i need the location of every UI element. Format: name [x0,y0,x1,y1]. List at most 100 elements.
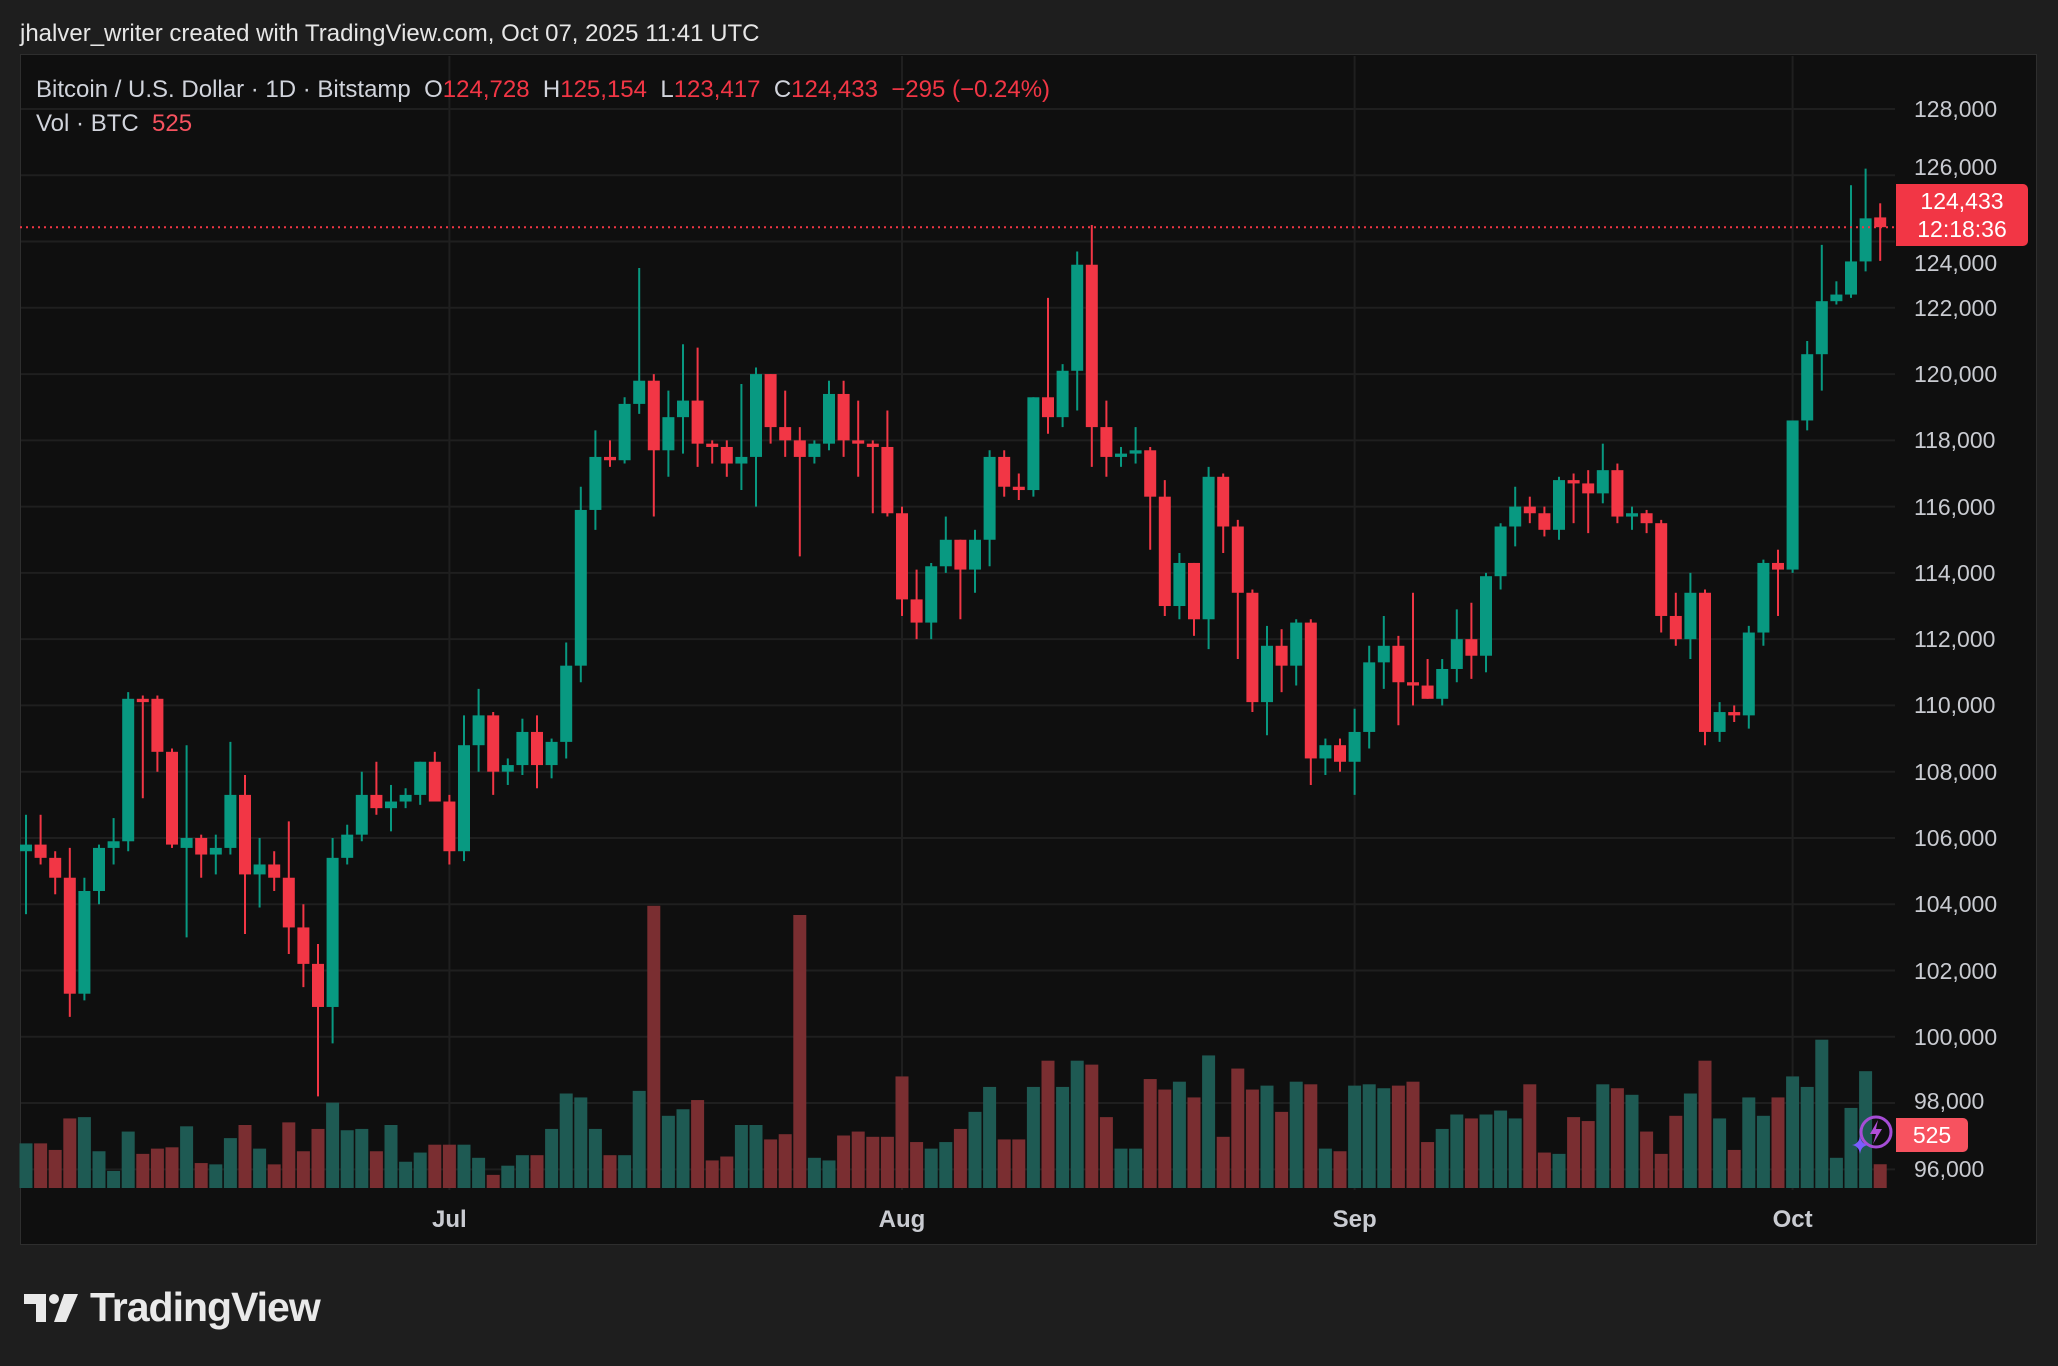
candle[interactable] [1056,364,1069,428]
candle[interactable] [1757,559,1770,646]
candle[interactable] [852,400,865,477]
candle[interactable] [1713,702,1726,742]
candle[interactable] [1042,297,1054,434]
candle[interactable] [1509,486,1522,547]
candle[interactable] [969,529,981,593]
candle[interactable] [63,847,76,1017]
candle[interactable] [910,569,923,640]
candle[interactable] [209,834,222,875]
candle[interactable] [793,427,806,557]
candle[interactable] [1012,473,1025,500]
candle[interactable] [531,715,543,789]
candle[interactable] [998,450,1011,497]
candle[interactable] [1728,705,1741,722]
candle[interactable] [49,851,62,895]
candle[interactable] [1567,473,1580,524]
candle[interactable] [1334,738,1346,772]
candle[interactable] [1261,625,1273,736]
candle[interactable] [1188,562,1200,636]
candle[interactable] [78,877,91,1001]
candle[interactable] [1669,592,1682,646]
candle[interactable] [1377,615,1390,689]
candle[interactable] [837,380,850,457]
candle[interactable] [253,837,266,908]
candle[interactable] [1655,519,1668,633]
candle[interactable] [1304,619,1317,785]
candle[interactable] [925,562,938,640]
candle[interactable] [326,837,339,1044]
candle[interactable] [93,844,105,905]
candle[interactable] [1699,589,1711,746]
candle[interactable] [881,410,894,517]
candle[interactable] [414,761,427,805]
candle[interactable] [1742,625,1755,729]
candle[interactable] [122,692,135,852]
candle[interactable] [297,904,310,988]
candle[interactable] [151,695,164,772]
candle[interactable] [1538,506,1551,537]
candle[interactable] [1640,509,1653,534]
candle[interactable] [1523,496,1536,524]
candle[interactable] [604,440,616,467]
lightning-assistant-icon[interactable] [1848,1110,1896,1158]
candle[interactable] [1421,659,1434,699]
candle[interactable] [443,794,456,865]
candle[interactable] [1217,473,1230,554]
candle[interactable] [1874,203,1887,261]
candle[interactable] [224,741,237,855]
candle[interactable] [1596,443,1609,504]
candle[interactable] [1582,470,1595,534]
candle[interactable] [20,814,32,915]
candle[interactable] [1772,549,1784,616]
candle[interactable] [1407,592,1419,706]
volume-legend[interactable]: Vol · BTC 525 [36,110,192,138]
candle[interactable] [1129,427,1142,464]
candle[interactable] [1071,251,1084,411]
candle[interactable] [764,374,777,444]
candle[interactable] [472,688,485,772]
candle[interactable] [1275,629,1288,693]
candle[interactable] [1290,619,1303,686]
candle[interactable] [487,712,500,795]
candle[interactable] [720,440,733,477]
candle[interactable] [136,695,149,799]
candle[interactable] [268,851,281,891]
candle[interactable] [1436,659,1449,706]
candle[interactable] [750,367,762,507]
candle[interactable] [735,384,748,491]
candle[interactable] [939,516,952,573]
candle[interactable] [458,715,470,862]
candle[interactable] [1085,224,1098,467]
candle[interactable] [516,718,529,776]
symbol-legend[interactable]: Bitcoin / U.S. Dollar · 1D · Bitstamp O1… [36,76,1050,104]
candle[interactable] [355,771,368,842]
candle[interactable] [1173,553,1186,620]
candle[interactable] [574,486,587,683]
candle[interactable] [779,390,792,457]
candle[interactable] [647,374,660,517]
candle[interactable] [1815,244,1828,391]
candle[interactable] [195,834,208,878]
candle[interactable] [866,440,879,514]
candle[interactable] [706,440,719,464]
candle[interactable] [399,788,412,809]
candle[interactable] [1626,506,1638,530]
candle[interactable] [1611,463,1624,524]
candle[interactable] [1319,738,1332,776]
candle[interactable] [428,751,441,802]
candle[interactable] [1786,420,1799,573]
candle[interactable] [370,761,383,815]
candle[interactable] [1348,708,1361,795]
candle[interactable] [1158,480,1171,616]
candle[interactable] [1845,185,1857,298]
candle[interactable] [677,344,689,454]
candle[interactable] [166,748,178,848]
candle[interactable] [1859,168,1872,272]
candle[interactable] [808,440,821,464]
candle[interactable] [618,397,631,464]
candle[interactable] [239,775,251,935]
candle[interactable] [385,784,397,832]
candle[interactable] [823,380,835,451]
candle[interactable] [662,390,675,477]
candle[interactable] [107,818,120,865]
